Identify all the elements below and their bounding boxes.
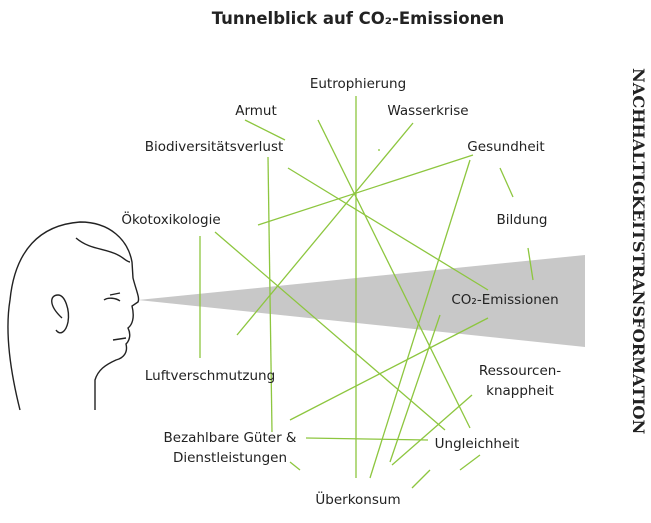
node-label-line: Bildung — [496, 212, 547, 228]
node-label: Armut — [235, 103, 277, 119]
node-label: Eutrophierung — [310, 76, 406, 92]
node-label-line: Dienstleistungen — [173, 450, 287, 466]
node-label-line: Gesundheit — [467, 139, 544, 155]
node-label-line: Ökotoxikologie — [121, 210, 220, 228]
node-label: Biodiversitätsverlust — [145, 139, 284, 155]
node-label: Wasserkrise — [387, 103, 468, 119]
node-label: Ungleichheit — [435, 436, 520, 452]
node-label: Bildung — [496, 212, 547, 228]
node-label: CO₂-Emissionen — [451, 292, 558, 308]
node-label: Ökotoxikologie — [121, 210, 220, 228]
diagram: Tunnelblick auf CO₂-Emissionen NACHHALTI… — [0, 0, 651, 523]
node-label-line: Eutrophierung — [310, 76, 406, 92]
node-label: Gesundheit — [467, 139, 544, 155]
title: Tunnelblick auf CO₂-Emissionen — [212, 9, 505, 28]
node-label-line: Biodiversitätsverlust — [145, 139, 284, 155]
node-label-line: knappheit — [486, 383, 554, 399]
node-label-line: Ungleichheit — [435, 436, 520, 452]
side-label: NACHHALTIGKEITSTRANSFORMATION — [629, 68, 648, 435]
node-label: Bezahlbare Güter & Dienstleistungen — [164, 430, 297, 466]
node-label-line: Wasserkrise — [387, 103, 468, 119]
head-outline — [8, 222, 138, 410]
node-label-line: Überkonsum — [315, 490, 400, 508]
node-label-line: CO₂-Emissionen — [451, 292, 558, 308]
node-label-line: Ressourcen- — [479, 363, 561, 379]
node-label-line: Armut — [235, 103, 277, 119]
node-label-line: Luftverschmutzung — [145, 368, 275, 384]
node-label: Überkonsum — [315, 490, 400, 508]
node-label: Luftverschmutzung — [145, 368, 275, 384]
node-label: Ressourcen-knappheit — [479, 363, 561, 399]
node-label-line: Bezahlbare Güter & — [164, 430, 297, 446]
